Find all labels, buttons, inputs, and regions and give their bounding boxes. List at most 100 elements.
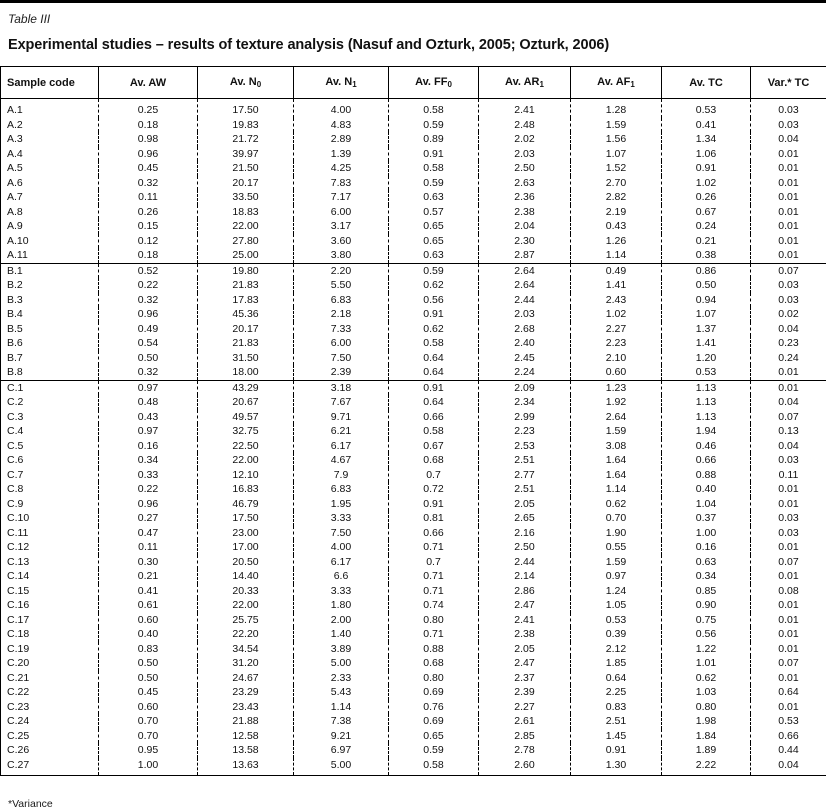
value-cell: 1.24 <box>571 584 662 599</box>
value-cell: 0.26 <box>99 205 198 220</box>
value-cell: 1.56 <box>571 132 662 147</box>
sample-code-cell: C.5 <box>1 439 99 454</box>
value-cell: 2.25 <box>571 685 662 700</box>
value-cell: 12.10 <box>198 468 294 483</box>
value-cell: 0.01 <box>751 205 826 220</box>
value-cell: 7.9 <box>294 468 389 483</box>
value-cell: 2.51 <box>479 482 571 497</box>
value-cell: 0.48 <box>99 395 198 410</box>
value-cell: 0.04 <box>751 132 826 147</box>
value-cell: 1.13 <box>662 380 751 395</box>
value-cell: 0.01 <box>751 161 826 176</box>
value-cell: 0.01 <box>751 482 826 497</box>
value-cell: 3.60 <box>294 234 389 249</box>
value-cell: 9.21 <box>294 729 389 744</box>
value-cell: 1.98 <box>662 714 751 729</box>
value-cell: 2.18 <box>294 307 389 322</box>
value-cell: 0.88 <box>389 642 479 657</box>
value-cell: 0.97 <box>571 569 662 584</box>
value-cell: 4.67 <box>294 453 389 468</box>
value-cell: 1.39 <box>294 147 389 162</box>
value-cell: 6.17 <box>294 439 389 454</box>
sample-code-cell: B.2 <box>1 278 99 293</box>
value-cell: 0.58 <box>389 161 479 176</box>
value-cell: 21.88 <box>198 714 294 729</box>
value-cell: 2.03 <box>479 307 571 322</box>
value-cell: 7.50 <box>294 351 389 366</box>
sample-code-cell: A.10 <box>1 234 99 249</box>
value-cell: 0.63 <box>389 248 479 263</box>
value-cell: 2.50 <box>479 540 571 555</box>
value-cell: 22.00 <box>198 453 294 468</box>
value-cell: 1.02 <box>662 176 751 191</box>
value-cell: 0.04 <box>751 758 826 776</box>
sample-code-cell: C.13 <box>1 555 99 570</box>
sample-code-cell: C.27 <box>1 758 99 776</box>
value-cell: 0.01 <box>751 190 826 205</box>
value-cell: 0.80 <box>389 613 479 628</box>
value-cell: 0.37 <box>662 511 751 526</box>
value-cell: 6.17 <box>294 555 389 570</box>
value-cell: 2.51 <box>479 453 571 468</box>
value-cell: 2.04 <box>479 219 571 234</box>
sample-code-cell: A.6 <box>1 176 99 191</box>
value-cell: 0.85 <box>662 584 751 599</box>
sample-code-cell: A.1 <box>1 99 99 118</box>
value-cell: 1.59 <box>571 424 662 439</box>
value-cell: 0.97 <box>99 424 198 439</box>
sample-code-cell: C.22 <box>1 685 99 700</box>
value-cell: 21.72 <box>198 132 294 147</box>
value-cell: 0.40 <box>99 627 198 642</box>
column-header: Av. AR1 <box>479 67 571 99</box>
value-cell: 2.44 <box>479 555 571 570</box>
sample-code-cell: C.2 <box>1 395 99 410</box>
value-cell: 20.50 <box>198 555 294 570</box>
value-cell: 0.68 <box>389 453 479 468</box>
value-cell: 1.64 <box>571 453 662 468</box>
value-cell: 24.67 <box>198 671 294 686</box>
value-cell: 3.18 <box>294 380 389 395</box>
value-cell: 1.41 <box>571 278 662 293</box>
value-cell: 1.94 <box>662 424 751 439</box>
value-cell: 0.01 <box>751 234 826 249</box>
value-cell: 0.58 <box>389 758 479 776</box>
value-cell: 3.17 <box>294 219 389 234</box>
value-cell: 0.22 <box>99 482 198 497</box>
value-cell: 0.75 <box>662 613 751 628</box>
value-cell: 0.04 <box>751 322 826 337</box>
value-cell: 3.08 <box>571 439 662 454</box>
value-cell: 0.67 <box>389 439 479 454</box>
value-cell: 0.52 <box>99 263 198 278</box>
value-cell: 0.34 <box>662 569 751 584</box>
value-cell: 2.60 <box>479 758 571 776</box>
value-cell: 0.47 <box>99 526 198 541</box>
value-cell: 0.40 <box>662 482 751 497</box>
value-cell: 0.91 <box>389 147 479 162</box>
value-cell: 1.22 <box>662 642 751 657</box>
value-cell: 2.39 <box>479 685 571 700</box>
value-cell: 2.48 <box>479 118 571 133</box>
value-cell: 0.01 <box>751 176 826 191</box>
table-title: Experimental studies – results of textur… <box>8 37 818 53</box>
caption-block: Table III Experimental studies – results… <box>0 3 826 53</box>
value-cell: 49.57 <box>198 410 294 425</box>
value-cell: 1.06 <box>662 147 751 162</box>
value-cell: 0.96 <box>99 307 198 322</box>
value-cell: 0.70 <box>99 729 198 744</box>
sample-code-cell: C.14 <box>1 569 99 584</box>
value-cell: 0.7 <box>389 555 479 570</box>
value-cell: 0.55 <box>571 540 662 555</box>
